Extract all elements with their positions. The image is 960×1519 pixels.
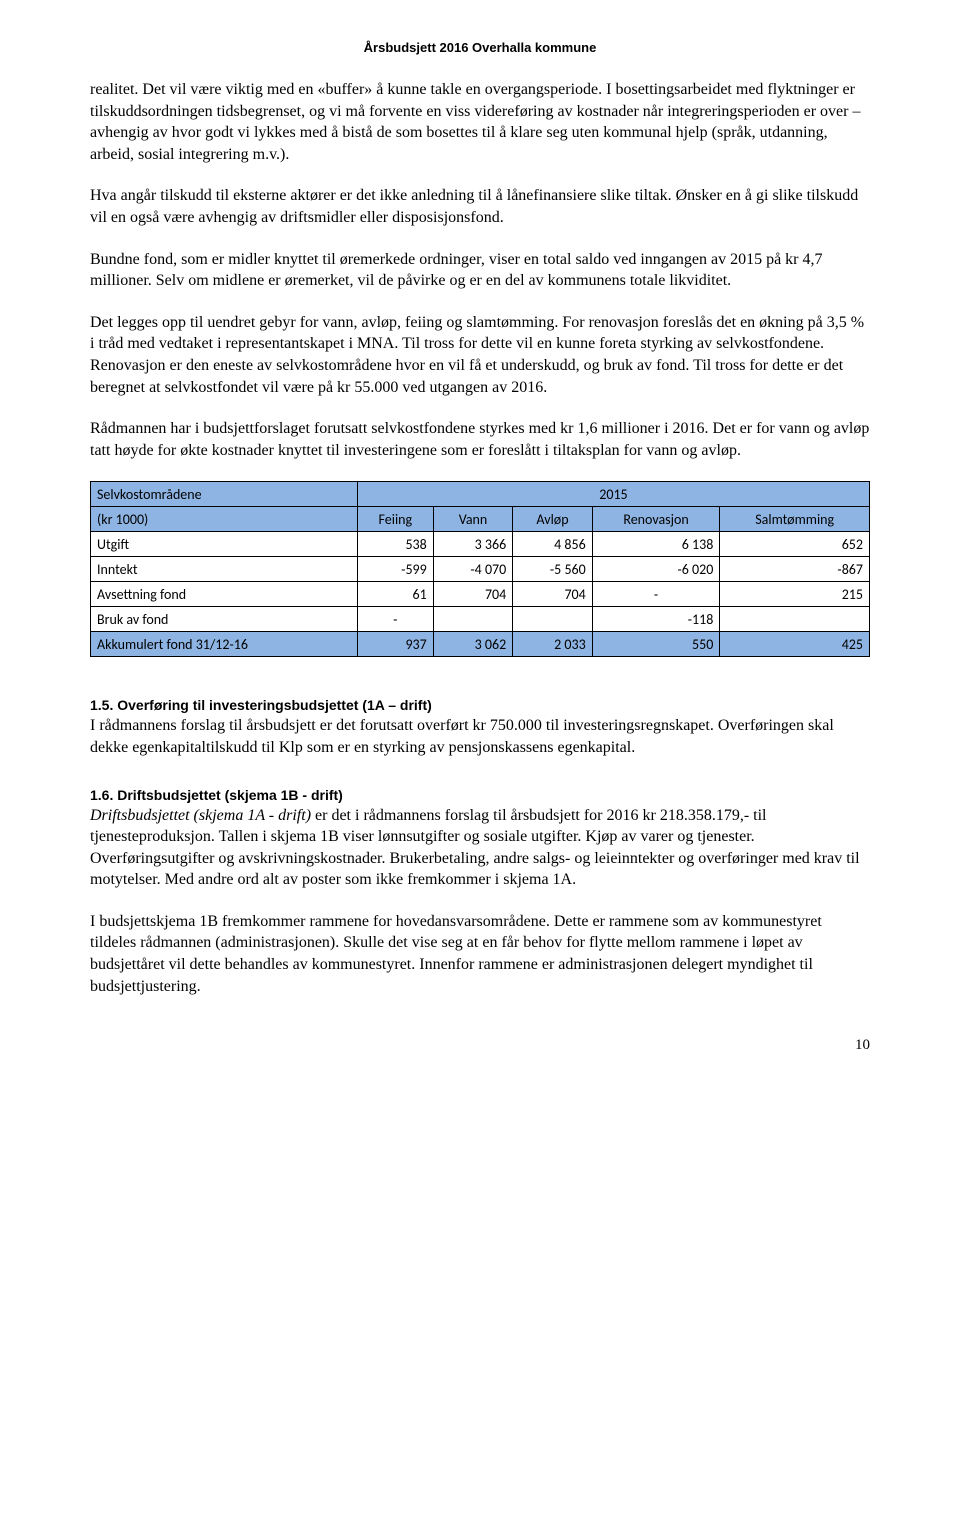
- page-number: 10: [90, 1037, 870, 1054]
- section-1-6-italic: Driftsbudsjettet (skjema 1A - drift): [90, 807, 311, 824]
- paragraph-3: Bundne fond, som er midler knyttet til ø…: [90, 249, 870, 292]
- cell: -118: [592, 607, 720, 632]
- paragraph-2: Hva angår tilskudd til eksterne aktører …: [90, 185, 870, 228]
- cell: 425: [720, 632, 870, 657]
- paragraph-4: Det legges opp til uendret gebyr for van…: [90, 312, 870, 398]
- cell: 2 033: [513, 632, 593, 657]
- cell: -867: [720, 557, 870, 582]
- cell: -6 020: [592, 557, 720, 582]
- table-row: Bruk av fond - -118: [91, 607, 870, 632]
- table-title-year: 2015: [357, 482, 869, 507]
- section-heading-1-5: 1.5. Overføring til investeringsbudsjett…: [90, 697, 870, 713]
- cell: 652: [720, 532, 870, 557]
- cell: -5 560: [513, 557, 593, 582]
- cell: 6 138: [592, 532, 720, 557]
- cell: -: [357, 607, 433, 632]
- cell: 215: [720, 582, 870, 607]
- cell: 3 366: [433, 532, 513, 557]
- cell: 937: [357, 632, 433, 657]
- cell: -: [592, 582, 720, 607]
- col-vann: Vann: [433, 507, 513, 532]
- cell: -4 070: [433, 557, 513, 582]
- col-salmtomming: Salmtømming: [720, 507, 870, 532]
- col-renovasjon: Renovasjon: [592, 507, 720, 532]
- document-header: Årsbudsjett 2016 Overhalla kommune: [90, 40, 870, 55]
- cell: 538: [357, 532, 433, 557]
- table-row: Utgift 538 3 366 4 856 6 138 652: [91, 532, 870, 557]
- section-1-6-body-2: I budsjettskjema 1B fremkommer rammene f…: [90, 911, 870, 997]
- footer-label: Akkumulert fond 31/12-16: [91, 632, 358, 657]
- row-label: Avsettning fond: [91, 582, 358, 607]
- selvkost-table: Selvkostområdene 2015 (kr 1000) Feiing V…: [90, 481, 870, 657]
- cell: 704: [433, 582, 513, 607]
- cell: 704: [513, 582, 593, 607]
- section-1-5-body: I rådmannens forslag til årsbudsjett er …: [90, 715, 870, 758]
- row-label: Inntekt: [91, 557, 358, 582]
- cell: 550: [592, 632, 720, 657]
- page: Årsbudsjett 2016 Overhalla kommune reali…: [0, 0, 960, 1114]
- row-label: Bruk av fond: [91, 607, 358, 632]
- table-row: Avsettning fond 61 704 704 - 215: [91, 582, 870, 607]
- section-1-6-body-1: Driftsbudsjettet (skjema 1A - drift) er …: [90, 805, 870, 891]
- cell: [513, 607, 593, 632]
- paragraph-5: Rådmannen har i budsjettforslaget foruts…: [90, 418, 870, 461]
- paragraph-1: realitet. Det vil være viktig med en «bu…: [90, 79, 870, 165]
- cell: 61: [357, 582, 433, 607]
- col-feiing: Feiing: [357, 507, 433, 532]
- table-footer-row: Akkumulert fond 31/12-16 937 3 062 2 033…: [91, 632, 870, 657]
- table-row: Inntekt -599 -4 070 -5 560 -6 020 -867: [91, 557, 870, 582]
- col-avlop: Avløp: [513, 507, 593, 532]
- cell: 3 062: [433, 632, 513, 657]
- table-subhead-left: (kr 1000): [91, 507, 358, 532]
- cell: [433, 607, 513, 632]
- section-heading-1-6: 1.6. Driftsbudsjettet (skjema 1B - drift…: [90, 787, 870, 803]
- cell: 4 856: [513, 532, 593, 557]
- row-label: Utgift: [91, 532, 358, 557]
- cell: [720, 607, 870, 632]
- table-title-left: Selvkostområdene: [91, 482, 358, 507]
- cell: -599: [357, 557, 433, 582]
